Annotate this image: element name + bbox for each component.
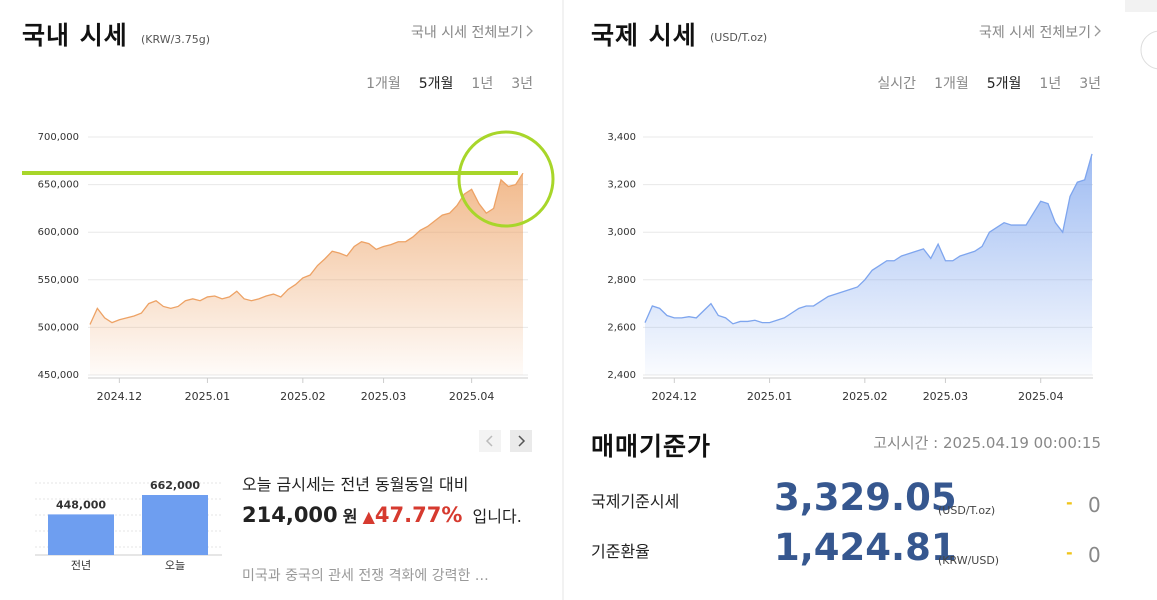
row-unit: (KRW/USD): [938, 554, 1000, 567]
tab[interactable]: 5개월: [418, 76, 454, 92]
unit: (KRW/3.75g): [141, 33, 211, 46]
summary-text: 오늘 금시세는 전년 동월동일 대비: [242, 475, 469, 494]
difference: 214,000: [242, 503, 338, 527]
chevron-icon: [526, 25, 533, 37]
y-tick-label: 2,600: [607, 322, 636, 333]
tab[interactable]: 3년: [511, 76, 533, 92]
chevron-icon: [1094, 25, 1101, 37]
y-tick-label: 3,400: [607, 132, 636, 143]
row-sign: -: [1066, 543, 1073, 562]
x-tick-label: 2024.12: [652, 390, 698, 403]
y-tick-label: 3,200: [607, 180, 636, 191]
tab[interactable]: 1개월: [934, 76, 969, 92]
more-link[interactable]: 국내 시세 전체보기: [411, 25, 523, 41]
y-tick-label: 600,000: [38, 227, 79, 238]
prev-button[interactable]: [479, 430, 501, 452]
row-change: 0: [1088, 543, 1101, 567]
area-line: [644, 153, 1093, 325]
tab[interactable]: 5개월: [986, 76, 1022, 92]
y-tick-label: 650,000: [38, 180, 79, 191]
x-tick-label: 오늘: [165, 559, 185, 572]
more-link[interactable]: 국제 시세 전체보기: [979, 25, 1091, 41]
tab[interactable]: 3년: [1079, 76, 1101, 92]
x-tick-label: 2025.02: [280, 390, 326, 403]
next-button[interactable]: [510, 430, 532, 452]
y-tick-label: 2,800: [607, 275, 636, 286]
y-tick-label: 450,000: [38, 370, 79, 381]
area-fill: [645, 153, 1092, 375]
data-label: 448,000: [56, 498, 106, 511]
y-tick-label: 500,000: [38, 322, 79, 333]
prev-icon: [485, 435, 493, 447]
tabs: 실시간 1개월 5개월 1년 3년: [877, 73, 1101, 93]
area-fill: [90, 173, 523, 375]
row-unit: (USD/T.oz): [938, 504, 996, 517]
tab[interactable]: 1개월: [366, 76, 401, 92]
next-icon: [518, 435, 526, 447]
data-label: 662,000: [150, 479, 200, 492]
x-tick-label: 2025.04: [449, 390, 495, 403]
change-symbol: ▲: [362, 507, 375, 526]
y-tick-label: 2,400: [607, 370, 636, 381]
bar: [48, 514, 114, 555]
summary: 오늘 금시세는 전년 동월동일 대비 214,000 원 ▲47.77% 입니다…: [242, 470, 522, 532]
row-value: 1,424.81: [774, 526, 957, 569]
side-button[interactable]: [1140, 30, 1157, 70]
x-tick-label: 전년: [71, 559, 91, 572]
y-tick-label: 550,000: [38, 275, 79, 286]
change-percent: 47.77%: [374, 503, 463, 527]
bar: [142, 495, 208, 555]
summary-end: 입니다.: [472, 507, 522, 526]
tab[interactable]: 1년: [1039, 76, 1062, 92]
y-tick-label: 700,000: [38, 132, 79, 143]
x-tick-label: 2025.03: [361, 390, 407, 403]
side-panel: [1125, 0, 1157, 12]
area-line: [89, 172, 524, 325]
x-tick-label: 2024.12: [97, 390, 143, 403]
x-tick-label: 2025.03: [923, 390, 969, 403]
y-tick-label: 3,000: [607, 227, 636, 238]
row-value: 3,329.05: [774, 476, 957, 519]
section-title: 국내 시세: [22, 21, 128, 50]
x-tick-label: 2025.04: [1018, 390, 1064, 403]
tab[interactable]: 1년: [471, 76, 494, 92]
tab[interactable]: 실시간: [877, 76, 917, 92]
tabs: 1개월 5개월 1년 3년: [366, 73, 533, 93]
x-tick-label: 2025.01: [185, 390, 231, 403]
x-tick-label: 2025.01: [747, 390, 793, 403]
unit: (USD/T.oz): [710, 31, 768, 44]
section-title: 매매기준가: [591, 432, 712, 461]
news[interactable]: 미국과 중국의 관세 전쟁 격화에 강력한 …: [242, 568, 489, 584]
difference-unit: 원: [342, 507, 358, 526]
highlight-circle: [457, 130, 555, 228]
row-sign: -: [1066, 493, 1073, 512]
row-change: 0: [1088, 493, 1101, 517]
row-label: 기준환율: [591, 542, 650, 561]
row-label: 국제기준시세: [591, 492, 680, 511]
section-title: 국제 시세: [591, 21, 697, 50]
notice-time: 고시시간 : 2025.04.19 00:00:15: [873, 434, 1101, 452]
x-tick-label: 2025.02: [842, 390, 888, 403]
